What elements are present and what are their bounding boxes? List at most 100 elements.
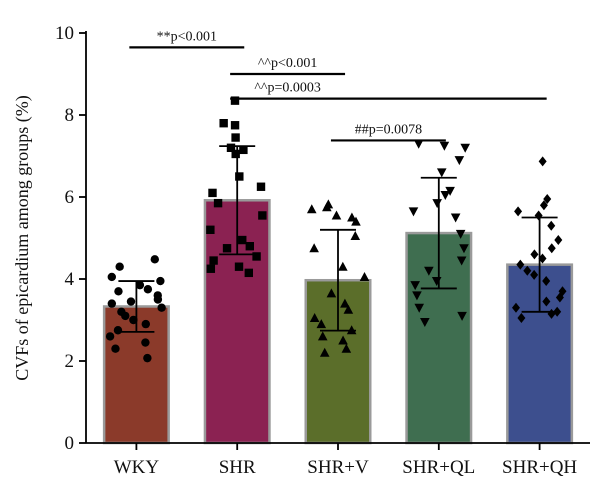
data-point xyxy=(238,235,247,245)
data-point xyxy=(326,288,337,298)
data-point xyxy=(244,268,254,278)
data-point xyxy=(420,318,430,328)
data-point xyxy=(206,264,216,273)
data-point xyxy=(141,338,150,347)
data-point xyxy=(538,156,547,167)
data-point xyxy=(126,297,136,306)
data-point xyxy=(542,276,551,287)
data-point xyxy=(129,315,138,325)
data-point xyxy=(331,210,342,220)
data-point xyxy=(245,242,255,251)
data-point xyxy=(111,344,120,353)
data-point xyxy=(143,285,153,294)
y-tick-label: 0 xyxy=(65,433,75,454)
data-point xyxy=(414,303,425,313)
data-point xyxy=(113,326,123,335)
data-point xyxy=(514,206,523,217)
data-point xyxy=(542,296,551,307)
data-point xyxy=(538,253,547,264)
x-tick-label: SHR+QL xyxy=(402,457,475,478)
data-point xyxy=(511,302,520,313)
data-point xyxy=(121,311,130,321)
data-point xyxy=(234,262,244,271)
data-point xyxy=(350,230,361,240)
data-point xyxy=(412,291,422,301)
data-point xyxy=(351,216,361,226)
data-point xyxy=(322,202,332,212)
data-point xyxy=(319,347,330,357)
data-point xyxy=(235,172,244,181)
data-point xyxy=(530,269,539,280)
data-point xyxy=(359,271,370,281)
data-point xyxy=(252,252,261,261)
data-point xyxy=(543,194,552,205)
data-points-layer xyxy=(105,96,567,363)
y-axis-label: CVFs of epicardium among groups (%) xyxy=(12,95,33,380)
data-point xyxy=(554,235,563,246)
data-point xyxy=(343,304,354,314)
data-point xyxy=(107,272,117,282)
data-point xyxy=(431,277,442,287)
data-point xyxy=(523,265,532,276)
data-point xyxy=(439,141,450,151)
error-bars-layer xyxy=(118,145,558,333)
data-point xyxy=(115,262,124,271)
data-point xyxy=(306,204,317,214)
data-point xyxy=(208,188,217,198)
bar-shr-plus-ql xyxy=(405,231,473,445)
data-point xyxy=(547,308,556,319)
data-point xyxy=(135,280,145,290)
y-tick-label: 6 xyxy=(65,187,75,208)
data-point xyxy=(456,256,467,266)
data-point xyxy=(539,200,548,211)
data-point xyxy=(445,186,455,196)
data-point xyxy=(226,143,236,152)
x-tick-label: SHR+V xyxy=(307,457,369,478)
data-point xyxy=(206,225,215,234)
data-point xyxy=(143,353,152,363)
data-point xyxy=(153,295,163,304)
data-point xyxy=(309,312,320,322)
data-point xyxy=(222,244,232,253)
data-point xyxy=(457,311,467,321)
significance-label: ^^p<0.001 xyxy=(258,56,318,71)
data-point xyxy=(209,256,218,265)
data-point xyxy=(230,121,240,130)
data-point xyxy=(436,168,447,178)
data-point xyxy=(213,198,223,208)
annotations-layer: **p<0.001 ^^p<0.001 ^^p=0.0003 ##p=0.0078 xyxy=(129,29,547,142)
significance-label: **p<0.001 xyxy=(157,29,217,44)
data-point xyxy=(547,243,556,254)
y-tick-label: 2 xyxy=(65,351,75,372)
x-tick-label: WKY xyxy=(114,457,160,478)
data-point xyxy=(340,298,350,308)
data-point xyxy=(114,287,123,296)
data-point xyxy=(107,299,117,308)
data-point xyxy=(230,96,240,105)
data-point xyxy=(150,255,160,264)
data-point xyxy=(258,211,267,220)
y-tick-label: 10 xyxy=(55,23,74,44)
axes-layer: 0 2 4 6 8 10 WKY SHR SHR+V SHR+QL SHR+QH xyxy=(55,23,590,478)
data-point xyxy=(454,156,465,166)
data-point xyxy=(256,182,266,191)
x-tick-label: SHR xyxy=(219,457,256,478)
data-point xyxy=(555,292,564,303)
y-tick-label: 8 xyxy=(65,105,75,126)
data-point xyxy=(338,335,348,345)
data-point xyxy=(346,325,357,335)
data-point xyxy=(341,343,352,353)
data-point xyxy=(547,220,556,231)
data-point xyxy=(530,249,539,260)
data-point xyxy=(317,331,328,341)
x-tick-label: SHR+QH xyxy=(502,457,577,478)
data-point xyxy=(141,319,150,329)
data-point xyxy=(459,244,469,254)
y-tick-label: 4 xyxy=(65,269,75,290)
data-point xyxy=(157,303,166,312)
data-point xyxy=(156,276,165,286)
data-point xyxy=(316,319,327,329)
data-point xyxy=(239,145,248,155)
data-point xyxy=(553,306,562,317)
data-point xyxy=(338,261,348,271)
